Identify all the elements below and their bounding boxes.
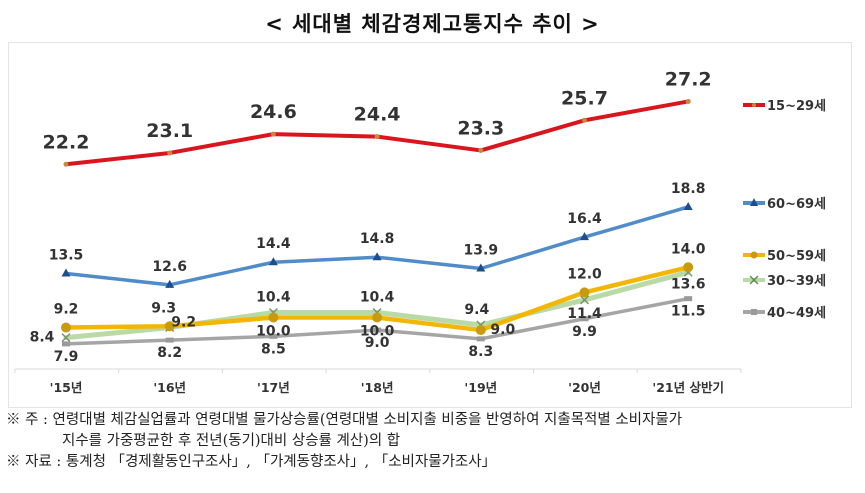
data-point-60-69 [61, 268, 71, 277]
chart-frame [8, 42, 852, 408]
data-label-30-39: 9.2 [171, 315, 196, 331]
data-point-60-69 [165, 279, 175, 288]
data-point-15-29 [374, 134, 380, 140]
legend-marker-60-69-icon [743, 197, 765, 206]
chart-title: < 세대별 체감경제고통지수 추이 > [265, 12, 600, 36]
data-point-50-59 [579, 287, 590, 298]
data-label-50-59: 14.0 [671, 241, 706, 257]
data-label-40-49: 9.9 [572, 324, 597, 340]
data-point-50-59 [683, 262, 694, 273]
data-point-30-39 [61, 333, 71, 343]
data-label-60-69: 13.5 [49, 248, 84, 264]
data-label-30-39: 13.6 [671, 276, 706, 292]
x-tick-label: '21년 상반기 [652, 380, 724, 395]
data-point-30-39 [580, 295, 589, 305]
data-point-50-59 [268, 312, 279, 323]
data-label-40-49: 7.9 [54, 349, 79, 365]
data-label-40-49: 11.5 [671, 304, 706, 320]
x-tick-label: '18년 [361, 380, 394, 395]
legend-label: 50~59세 [767, 249, 827, 264]
data-label-50-59: 9.3 [151, 300, 176, 316]
data-label-15-29: 24.6 [250, 101, 297, 123]
x-tick-label: '16년 [153, 380, 186, 395]
data-label-40-49: 8.5 [261, 341, 286, 357]
data-point-60-69 [580, 232, 589, 241]
data-label-30-39: 9.4 [464, 302, 489, 318]
data-point-15-29 [582, 117, 587, 123]
data-label-30-39: 8.4 [30, 330, 55, 346]
note-definition: ※ 주 : 연령대별 체감실업률과 연령대별 물가상승률(연령대별 소비지출 비… [6, 412, 683, 428]
data-label-50-59: 10.0 [256, 324, 291, 340]
data-label-30-39: 11.4 [567, 306, 602, 322]
data-label-15-29: 25.7 [561, 87, 608, 109]
data-label-15-29: 27.2 [665, 68, 712, 90]
data-label-60-69: 12.6 [152, 259, 187, 275]
data-label-15-29: 23.3 [457, 117, 504, 139]
data-label-15-29: 24.4 [354, 104, 401, 126]
data-label-60-69: 18.8 [671, 181, 706, 197]
legend-label: 40~49세 [767, 306, 827, 321]
data-label-60-69: 13.9 [464, 243, 499, 259]
data-point-60-69 [372, 252, 382, 261]
data-point-15-29 [270, 131, 276, 137]
legend-item-40-49: 40~49세 [742, 302, 826, 321]
legend-item-30-39: 30~39세 [742, 270, 826, 289]
x-tick-label: '19년 [464, 380, 497, 395]
data-point-40-49 [684, 296, 693, 302]
data-label-50-59: 9.0 [490, 322, 515, 338]
data-label-50-59: 10.0 [360, 324, 395, 340]
data-label-40-49: 9.0 [365, 335, 390, 351]
data-label-50-59: 12.0 [567, 266, 602, 282]
data-label-60-69: 14.4 [256, 236, 291, 252]
x-tick-label: '20년 [568, 380, 601, 395]
data-label-30-39: 10.4 [360, 289, 395, 305]
legend-label: 60~69세 [767, 197, 827, 212]
data-label-60-69: 14.8 [360, 231, 395, 247]
data-point-50-59 [61, 322, 71, 333]
data-point-15-29 [478, 147, 484, 153]
data-point-60-69 [683, 201, 693, 210]
data-label-15-29: 23.1 [146, 120, 193, 142]
legend-item-15-29: 15~29세 [742, 95, 826, 114]
legend-marker-40-49-icon [743, 308, 765, 315]
note-source: ※ 자료 : 통계청 「경제활동인구조사」, 「가계동향조사」, 「소비자물가조… [6, 454, 497, 470]
footnotes: ※ 주 : 연령대별 체감실업률과 연령대별 물가상승률(연령대별 소비지출 비… [6, 410, 682, 473]
data-point-15-29 [685, 98, 691, 104]
legend-item-50-59: 50~59세 [742, 245, 826, 264]
x-tick-label: '15년 [50, 380, 83, 395]
data-label-40-49: 8.3 [468, 344, 493, 360]
data-point-15-29 [167, 150, 173, 156]
legend-item-60-69: 60~69세 [742, 193, 826, 212]
data-point-40-49 [269, 333, 278, 339]
legend-label: 30~39세 [767, 274, 827, 289]
legend-marker-30-39-icon [743, 275, 765, 284]
data-point-60-69 [476, 263, 486, 272]
data-label-15-29: 22.2 [43, 131, 90, 153]
data-point-15-29 [63, 161, 69, 167]
data-label-40-49: 8.2 [157, 345, 182, 361]
legend-label: 15~29세 [767, 99, 827, 114]
data-label-50-59: 9.2 [54, 302, 79, 318]
data-point-40-49 [373, 327, 382, 333]
data-point-60-69 [268, 257, 278, 266]
data-point-50-59 [164, 321, 175, 332]
data-point-50-59 [475, 325, 486, 336]
legend-marker-15-29-icon [743, 102, 765, 107]
data-point-40-49 [165, 337, 174, 343]
data-point-50-59 [372, 312, 383, 323]
note-definition-continued: 지수를 가중평균한 후 전년(동기)대비 상승률 계산)의 합 [62, 433, 401, 449]
data-point-40-49 [62, 341, 70, 347]
data-point-40-49 [580, 316, 589, 322]
legend-marker-50-59-icon [743, 251, 765, 258]
data-point-40-49 [476, 336, 485, 342]
data-label-60-69: 16.4 [567, 211, 602, 227]
data-label-30-39: 10.4 [256, 289, 291, 305]
x-tick-label: '17년 [257, 380, 290, 395]
